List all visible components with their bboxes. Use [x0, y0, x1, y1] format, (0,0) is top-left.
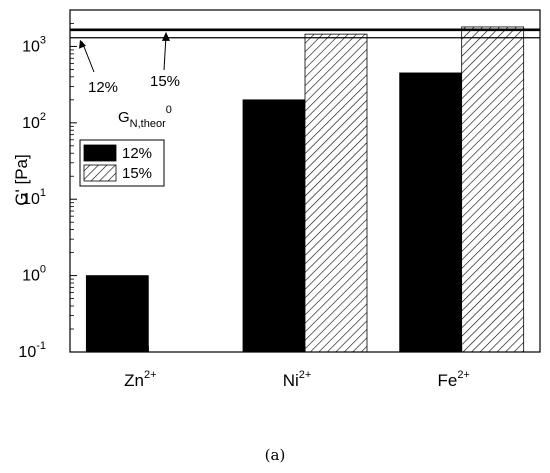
- legend-swatch-12pct: [83, 144, 117, 162]
- legend-label: 12%: [122, 145, 152, 162]
- arrow-15pct: [163, 35, 167, 71]
- figure-caption: (a): [264, 446, 286, 464]
- arrowhead-15pct: [162, 31, 170, 41]
- bar-fe-12pct: [399, 72, 463, 353]
- category-label: Fe2+: [437, 369, 469, 390]
- bar-zn-12pct: [85, 275, 149, 353]
- y-axis-title: G' [Pa]: [12, 154, 31, 205]
- legend-label: 15%: [122, 165, 152, 182]
- y-tick-label: 10-1: [18, 340, 46, 361]
- reference-label-15pct: 15%: [150, 73, 180, 90]
- arrow-12pct: [81, 41, 95, 73]
- y-tick-label: 101: [22, 187, 46, 208]
- bar-chart: 10-1 100 101 102 103 Zn2+ Ni2+ Fe2+ 12% 15% GN,t…: [12, 9, 541, 390]
- reference-label-12pct: 12%: [88, 79, 118, 96]
- bar-fe-15pct: [461, 26, 525, 353]
- y-tick-label: 103: [22, 34, 46, 55]
- category-label: Ni2+: [283, 369, 312, 390]
- category-label: Zn2+: [124, 369, 156, 390]
- legend-swatch-15pct: [83, 164, 117, 182]
- y-tick-label: 100: [22, 264, 46, 285]
- bar-ni-12pct: [242, 99, 306, 353]
- reference-title: GN,theor0: [118, 104, 172, 130]
- arrowhead-12pct: [79, 39, 86, 49]
- bar-ni-15pct: [304, 33, 368, 353]
- y-tick-label: 102: [22, 111, 46, 132]
